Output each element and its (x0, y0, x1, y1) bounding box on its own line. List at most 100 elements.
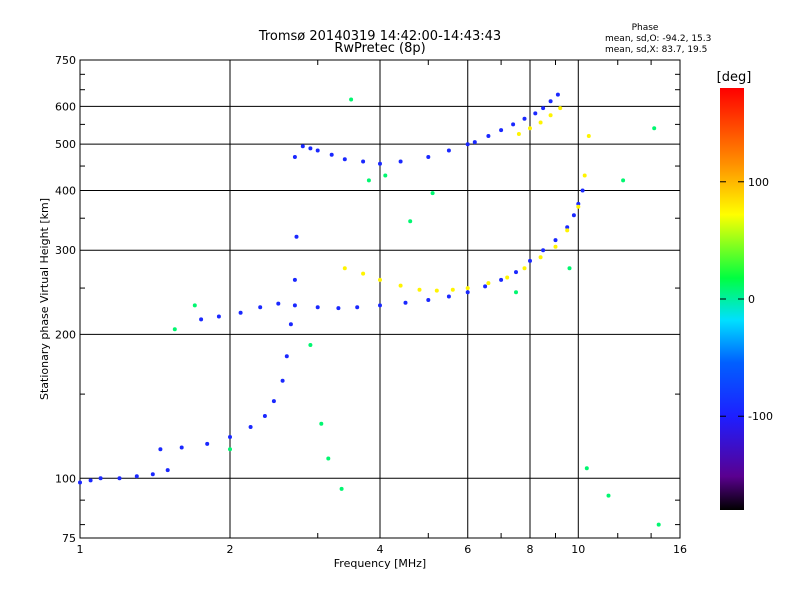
data-point (584, 466, 589, 471)
x-tick-label: 16 (673, 543, 687, 556)
data-point (292, 155, 297, 159)
phase-box-title: Phase (632, 23, 659, 33)
data-point (248, 425, 253, 429)
data-point (538, 120, 543, 125)
data-point (522, 116, 527, 121)
data-point (238, 310, 243, 315)
data-point (294, 234, 299, 239)
y-tick-label: 600 (55, 100, 76, 113)
data-point (205, 441, 210, 446)
colorbar-tick-label: -100 (748, 410, 773, 423)
data-point (336, 306, 341, 311)
data-point (430, 191, 435, 196)
data-point (349, 97, 354, 102)
y-tick-label: 75 (62, 532, 76, 545)
chart-title: Tromsø 20140319 14:42:00-14:43:43 (258, 29, 501, 44)
data-point (567, 266, 572, 271)
data-point (258, 305, 263, 310)
data-point (499, 277, 504, 282)
data-point (179, 445, 184, 450)
phase-box-o-line: mean, sd,O: -94.2, 15.3 (605, 34, 711, 44)
data-point (514, 270, 518, 275)
data-point (483, 284, 488, 289)
data-point (271, 399, 276, 404)
y-tick-label: 300 (55, 244, 76, 257)
data-point (280, 378, 285, 383)
data-point (172, 327, 177, 332)
data-point (150, 472, 155, 477)
y-tick-label: 500 (55, 138, 76, 151)
data-point (465, 290, 470, 295)
data-point (582, 173, 587, 178)
data-point (486, 134, 491, 138)
y-tick-label: 200 (55, 328, 76, 341)
data-point (117, 476, 122, 481)
data-point (361, 271, 366, 276)
data-point (366, 178, 371, 183)
data-point (548, 113, 553, 118)
data-point (78, 480, 82, 485)
data-point (342, 157, 347, 162)
data-point (165, 468, 170, 473)
data-point (361, 159, 366, 164)
grid-lines (80, 60, 680, 538)
data-points (78, 92, 661, 527)
data-point (276, 301, 281, 306)
data-point (378, 161, 382, 166)
data-point (292, 277, 297, 282)
data-point (216, 314, 221, 319)
data-point (383, 173, 388, 178)
data-point (378, 277, 382, 282)
data-point (228, 435, 232, 439)
data-point (576, 204, 581, 209)
data-point (553, 244, 558, 249)
x-tick-label: 1 (77, 543, 84, 556)
data-point (465, 142, 470, 147)
data-point (408, 219, 413, 224)
data-point (398, 159, 403, 164)
data-point (446, 294, 451, 299)
data-point (315, 305, 320, 310)
data-point (580, 188, 585, 193)
data-point (541, 106, 546, 111)
data-point (522, 266, 527, 271)
colorbar-ticks: 100 0 -100 (720, 176, 773, 423)
data-point (88, 478, 93, 483)
data-point (228, 447, 232, 452)
data-point (315, 148, 320, 153)
data-point (528, 258, 532, 263)
data-point (606, 493, 611, 498)
data-point (555, 92, 560, 97)
data-point (656, 522, 661, 527)
data-point (538, 255, 543, 260)
data-point (98, 476, 103, 481)
data-point (446, 148, 451, 153)
data-point (284, 354, 289, 359)
x-tick-label: 4 (377, 543, 384, 556)
x-tick-label: 6 (464, 543, 471, 556)
data-point (565, 228, 570, 233)
data-point (192, 303, 197, 308)
colorbar-tick-label: 100 (748, 176, 769, 189)
data-point (426, 298, 431, 302)
x-tick-label: 8 (527, 543, 534, 556)
data-point (541, 248, 546, 253)
data-point (465, 286, 470, 291)
data-point (355, 305, 360, 310)
data-point (533, 111, 538, 116)
data-point (586, 134, 591, 138)
data-point (417, 287, 422, 292)
colorbar-tick-label: 0 (748, 293, 755, 306)
data-point (398, 283, 403, 288)
data-point (528, 126, 532, 131)
data-point (565, 225, 570, 230)
data-point (548, 99, 553, 104)
data-point (652, 126, 657, 131)
data-point (199, 317, 204, 322)
data-point (576, 201, 581, 206)
data-point (308, 146, 313, 151)
data-point (553, 238, 558, 243)
phase-box-x-line: mean, sd,X: 83.7, 19.5 (605, 45, 707, 55)
x-axis-label: Frequency [MHz] (334, 557, 426, 570)
